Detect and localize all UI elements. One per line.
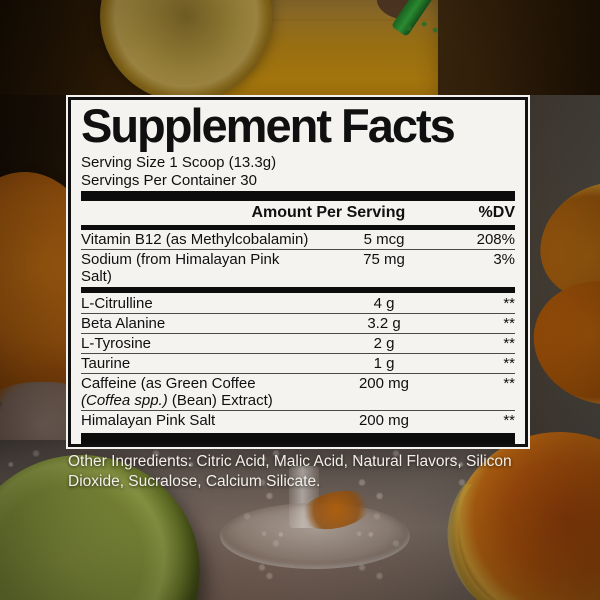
divider-thick-bottom: [81, 433, 515, 444]
nutrient-name: Vitamin B12 (as Methylcobalamin): [81, 231, 309, 248]
table-row: Taurine 1 g **: [81, 353, 515, 373]
serving-size: Serving Size 1 Scoop (13.3g): [81, 154, 277, 171]
panel-title: Supplement Facts: [81, 99, 456, 152]
nutrient-dv: **: [503, 295, 515, 312]
nutrient-amount: 75 mg: [363, 251, 405, 268]
nutrient-dv: **: [503, 375, 515, 392]
table-header-row: Amount Per Serving %DV: [81, 201, 515, 225]
nutrient-name: Beta Alanine: [81, 315, 166, 332]
table-row: L-Citrulline 4 g **: [81, 294, 515, 313]
nutrient-name: Sodium (from Himalayan Pink Salt): [81, 251, 280, 285]
nutrient-dv: 208%: [476, 231, 515, 248]
table-row: Vitamin B12 (as Methylcobalamin) 5 mcg 2…: [81, 230, 515, 249]
nutrient-amount: 3.2 g: [367, 315, 401, 332]
nutrient-dv: 3%: [493, 251, 515, 268]
nutrient-amount: 200 mg: [358, 375, 410, 392]
nutrient-name: Taurine: [81, 355, 131, 372]
nutrient-name: Himalayan Pink Salt: [81, 412, 216, 429]
table-row: L-Tyrosine 2 g **: [81, 333, 515, 353]
latin-name: (Coffea spp.): [81, 392, 168, 409]
daily-value-footnote: **Daily Value not established: [81, 444, 515, 447]
nutrient-dv: **: [503, 355, 515, 372]
supplement-facts-panel: Supplement Facts Serving Size 1 Scoop (1…: [66, 95, 530, 449]
column-header-dv: %DV: [478, 204, 515, 221]
serving-info: Serving Size 1 Scoop (13.3g) Servings Pe…: [81, 154, 515, 189]
nutrient-name: Caffeine (as Green Coffee (Coffea spp.) …: [81, 375, 273, 409]
nutrient-dv: **: [503, 335, 515, 352]
nutrient-amount: 2 g: [373, 335, 395, 352]
servings-per-container: Servings Per Container 30: [81, 171, 257, 189]
nutrient-name: L-Citrulline: [81, 295, 153, 312]
nutrient-amount: 1 g: [373, 355, 395, 372]
column-header-amount: Amount Per Serving: [251, 204, 406, 221]
garnish-speckles: [400, 18, 444, 38]
nutrient-amount: 4 g: [373, 295, 395, 312]
table-row: Himalayan Pink Salt 200 mg **: [81, 410, 515, 430]
table-row: Beta Alanine 3.2 g **: [81, 313, 515, 333]
supplement-facts-border: Supplement Facts Serving Size 1 Scoop (1…: [68, 97, 528, 447]
nutrient-amount: 5 mcg: [363, 231, 405, 248]
nutrient-amount: 200 mg: [358, 412, 410, 429]
divider-section: [81, 287, 515, 293]
table-row: Caffeine (as Green Coffee (Coffea spp.) …: [81, 373, 515, 410]
table-row: Sodium (from Himalayan Pink Salt) 75 mg …: [81, 249, 515, 286]
divider-under-header: [81, 225, 515, 230]
other-ingredients-text: Other Ingredients: Citric Acid, Malic Ac…: [68, 453, 512, 490]
divider-thick-top: [81, 191, 515, 201]
nutrient-dv: **: [503, 315, 515, 332]
nutrient-dv: **: [503, 412, 515, 429]
nutrient-name: L-Tyrosine: [81, 335, 152, 352]
glass-rim-highlight: [186, 19, 436, 21]
